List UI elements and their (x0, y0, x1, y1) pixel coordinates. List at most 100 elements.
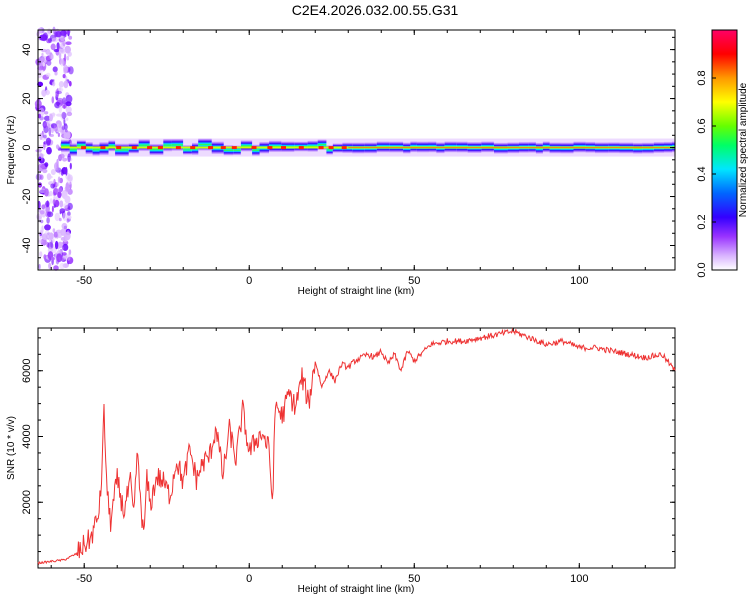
noise-blob (39, 174, 44, 180)
band-peak (281, 146, 286, 150)
noise-blob (42, 144, 49, 148)
noise-blob (68, 35, 73, 40)
noise-blob (38, 264, 41, 270)
noise-blob (56, 182, 60, 187)
noise-blob (61, 222, 68, 230)
signal-band (61, 138, 675, 157)
band-segment (252, 144, 260, 156)
noise-blob (62, 212, 68, 221)
colorbar: 0.0 0.2 0.4 0.6 0.8 Normalized spectral ampl… (696, 29, 749, 278)
spectrogram-x-ticks: -50 0 50 100 (50, 30, 646, 287)
noise-blob (54, 212, 60, 222)
snr-y-tick-label: 6000 (21, 358, 33, 382)
y-tick-label: -40 (21, 238, 33, 254)
noise-blob (63, 103, 66, 109)
noise-blob (39, 34, 46, 41)
snr-frame (37, 327, 676, 569)
noise-blob (58, 104, 62, 113)
band-peak (147, 146, 153, 150)
noise-blob (39, 251, 43, 258)
noise-blob (61, 252, 67, 256)
band-peak (267, 146, 273, 150)
noise-blob (67, 202, 73, 210)
noise-blob (38, 237, 42, 245)
noise-blob (62, 243, 69, 251)
snr-panel: -50 0 50 100 2000 4000 6000 Height of straigh… (6, 327, 676, 595)
noise-blob (46, 217, 50, 224)
noise-blob (38, 216, 41, 223)
noise-blob (60, 228, 66, 236)
noise-blob (51, 205, 54, 213)
noise-blob (65, 157, 73, 162)
figure-title: C2E4.2026.032.00.55.G31 (292, 2, 459, 18)
noise-blob (63, 123, 68, 130)
snr-x-tick-label: 50 (408, 573, 420, 585)
noise-blob (62, 157, 67, 162)
x-tick-label: -50 (76, 275, 92, 287)
colorbar-label: Normalized spectral amplitude (738, 82, 749, 217)
noise-blob (58, 187, 63, 193)
noise-blob (58, 217, 62, 222)
noise-blob (61, 111, 67, 119)
band-peak (131, 146, 137, 150)
noise-blob (40, 226, 44, 235)
noise-blob (66, 117, 69, 121)
noise-blob (44, 115, 51, 122)
noise-blob (45, 200, 50, 208)
noise-blob (37, 27, 43, 34)
y-tick-label: 40 (21, 43, 33, 55)
noise-blob (57, 176, 61, 183)
noise-blob (56, 253, 62, 263)
band-segment (317, 139, 327, 150)
noise-blob (45, 72, 51, 78)
noise-blob (55, 90, 62, 95)
noise-blob (56, 123, 60, 128)
noise-blob (57, 191, 62, 199)
noise-blob (64, 195, 71, 204)
noise-blob (65, 41, 72, 45)
noise-blob (57, 132, 61, 137)
noise-blob (51, 96, 55, 104)
noise-blob (63, 203, 69, 209)
snr-line-layer (37, 327, 676, 566)
noise-blob (52, 199, 56, 206)
noise-blob (54, 31, 58, 37)
noise-blob (62, 97, 66, 105)
noise-blob (65, 75, 68, 82)
noise-blob (50, 169, 56, 175)
band-segment (115, 143, 129, 157)
band-segment (149, 143, 164, 156)
spectrogram-y-label: Frequency (Hz) (6, 116, 17, 185)
band-peak (298, 146, 304, 150)
noise-blob (54, 70, 58, 76)
noise-blob (43, 134, 47, 139)
noise-blob (39, 210, 45, 215)
band-peak (190, 146, 196, 150)
noise-blob (69, 162, 72, 170)
x-tick-label: 50 (408, 275, 420, 287)
noise-blob (61, 125, 66, 131)
noise-blob (54, 188, 59, 193)
noise-blob (69, 181, 72, 190)
noise-blob (62, 235, 68, 243)
noise-blob (37, 239, 44, 243)
noise-blob (45, 137, 52, 145)
noise-blob (56, 97, 64, 103)
noise-blob (37, 182, 43, 188)
noise-blob (66, 218, 70, 223)
noise-blob (46, 38, 52, 44)
noise-blob (67, 174, 73, 182)
noise-blob (40, 164, 46, 169)
noise-blob (43, 142, 46, 151)
noise-blob (51, 246, 57, 254)
noise-blob (46, 60, 52, 66)
snr-x-tick-label: 0 (246, 573, 252, 585)
snr-y-tick-label: 4000 (21, 424, 33, 448)
noise-blob (46, 146, 52, 155)
noise-blob (49, 113, 53, 122)
noise-blob (63, 225, 67, 230)
noise-blob (61, 246, 64, 251)
noise-blob (39, 188, 46, 194)
noise-blob (60, 169, 64, 176)
